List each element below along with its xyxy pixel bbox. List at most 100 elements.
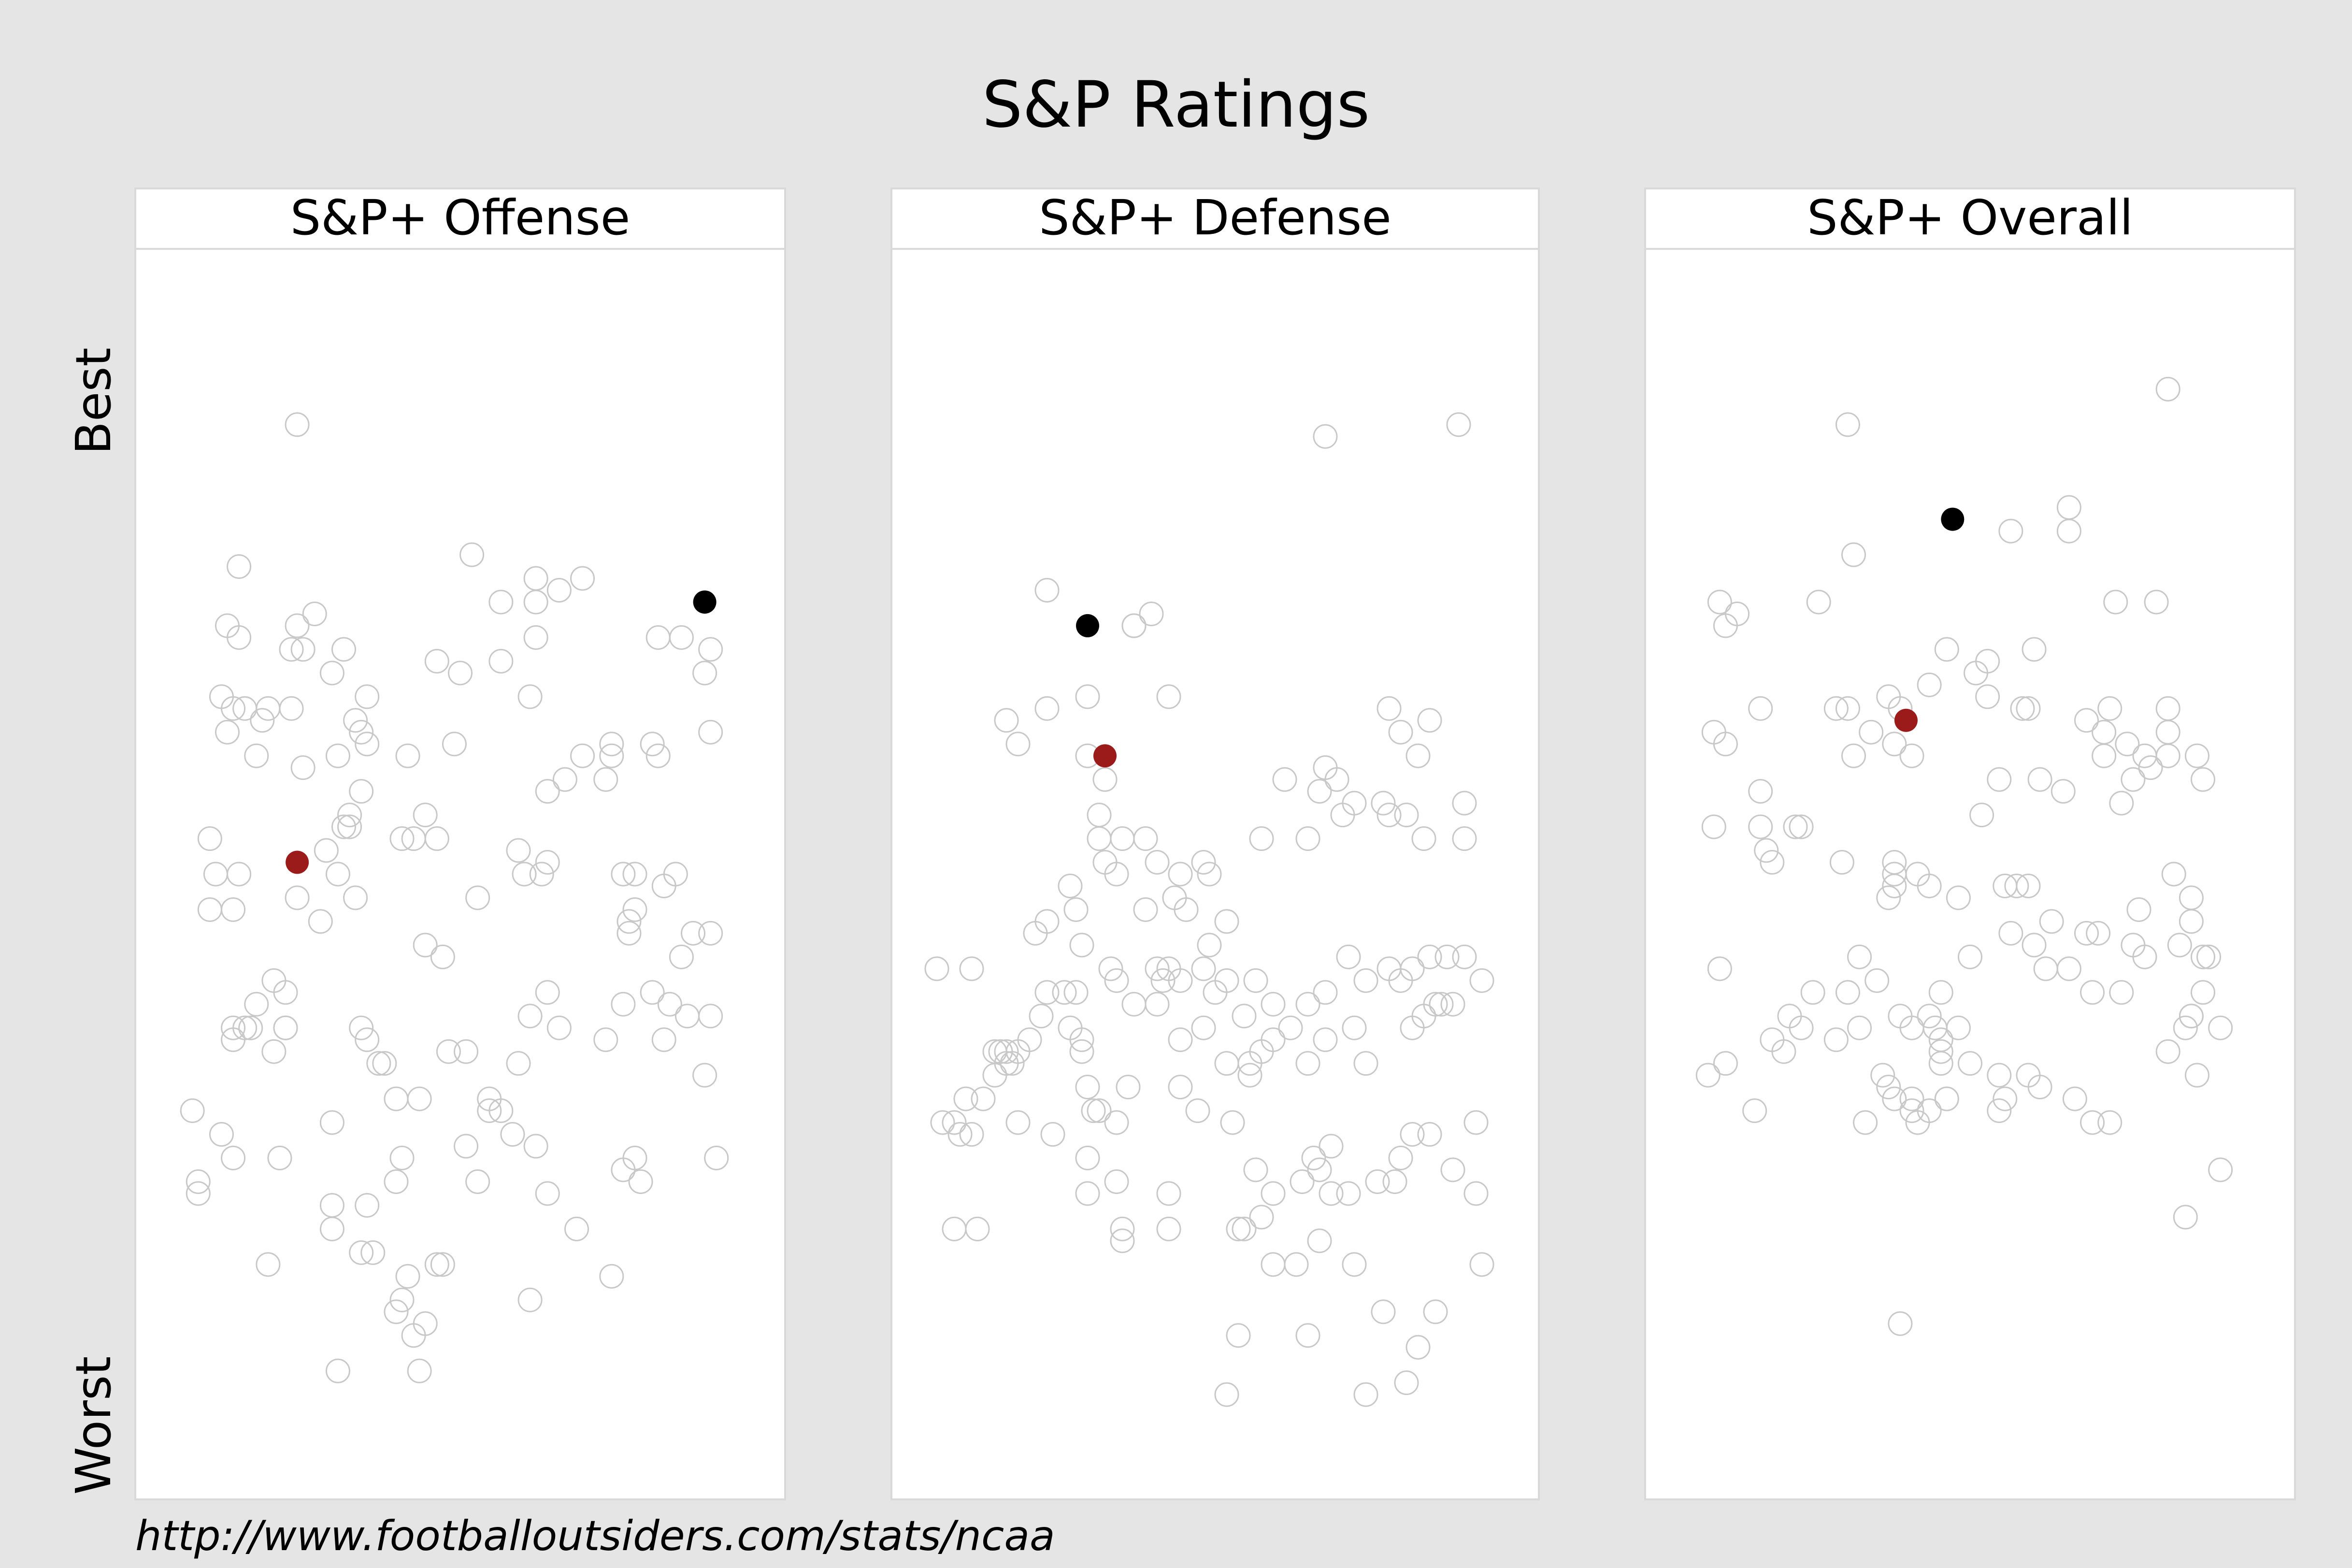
data-point bbox=[1214, 909, 1239, 934]
data-point bbox=[2074, 921, 2099, 946]
data-point bbox=[1841, 743, 1866, 768]
data-point bbox=[698, 637, 723, 662]
data-point bbox=[465, 885, 490, 910]
data-point bbox=[2080, 980, 2105, 1005]
data-point bbox=[261, 968, 287, 993]
data-point bbox=[1695, 1063, 1721, 1088]
data-point bbox=[546, 1015, 572, 1040]
data-point bbox=[1063, 897, 1089, 922]
data-point bbox=[1110, 1216, 1135, 1241]
data-point bbox=[465, 1169, 490, 1194]
data-point bbox=[2022, 933, 2047, 958]
data-point bbox=[1748, 814, 1773, 839]
data-point bbox=[2121, 767, 2146, 792]
data-point bbox=[1034, 696, 1060, 721]
data-point bbox=[965, 1216, 990, 1241]
data-point bbox=[1760, 850, 1785, 875]
data-point bbox=[2109, 791, 2134, 816]
data-point bbox=[2173, 1205, 2198, 1230]
data-point bbox=[1104, 1110, 1129, 1135]
data-point bbox=[1463, 1110, 1489, 1135]
data-point bbox=[2033, 956, 2058, 981]
data-point bbox=[1987, 767, 2012, 792]
data-point bbox=[500, 1122, 525, 1147]
data-point bbox=[2208, 1015, 2233, 1040]
data-point bbox=[593, 767, 618, 792]
data-point bbox=[1301, 1146, 1326, 1171]
data-point bbox=[1104, 862, 1129, 887]
data-point bbox=[1876, 1075, 1901, 1100]
data-point bbox=[250, 708, 275, 733]
data-point bbox=[1272, 767, 1297, 792]
data-point bbox=[1005, 732, 1031, 757]
data-point bbox=[2109, 980, 2134, 1005]
data-point bbox=[325, 862, 350, 887]
data-point bbox=[611, 992, 636, 1017]
data-point bbox=[1899, 1086, 1924, 1111]
data-point bbox=[669, 944, 694, 969]
data-point bbox=[1214, 1051, 1239, 1076]
data-point bbox=[1400, 1122, 1425, 1147]
data-point bbox=[2115, 732, 2140, 757]
data-point bbox=[1463, 1181, 1489, 1206]
data-point bbox=[2155, 376, 2180, 402]
data-point bbox=[2138, 755, 2163, 780]
panel-1: S&P+ Offense bbox=[134, 187, 786, 1500]
data-point bbox=[384, 1299, 409, 1324]
data-point bbox=[244, 992, 269, 1017]
data-point bbox=[197, 826, 222, 851]
data-point bbox=[1168, 1027, 1193, 1052]
data-point bbox=[1313, 424, 1338, 449]
data-point bbox=[1243, 968, 1268, 993]
data-point bbox=[1760, 1027, 1785, 1052]
data-point bbox=[994, 1051, 1019, 1076]
data-point bbox=[1319, 1134, 1344, 1159]
data-point bbox=[349, 1240, 374, 1265]
data-point bbox=[645, 743, 671, 768]
data-point bbox=[1313, 1027, 1338, 1052]
data-point bbox=[611, 862, 636, 887]
data-point bbox=[570, 743, 595, 768]
data-point bbox=[2092, 743, 2117, 768]
panel-background bbox=[134, 187, 786, 1500]
data-point bbox=[488, 590, 514, 615]
data-point bbox=[1342, 1015, 1367, 1040]
data-point bbox=[535, 850, 560, 875]
data-point bbox=[640, 732, 665, 757]
data-point bbox=[355, 1193, 380, 1218]
data-point bbox=[1214, 1382, 1239, 1407]
y-axis-label-worst: Worst bbox=[65, 1356, 122, 1495]
data-point bbox=[1998, 921, 2023, 946]
data-point bbox=[622, 862, 647, 887]
data-point bbox=[186, 1169, 211, 1194]
data-point bbox=[360, 1240, 386, 1265]
data-point bbox=[1005, 1110, 1031, 1135]
data-point bbox=[1806, 590, 1831, 615]
data-point bbox=[1876, 885, 1901, 910]
data-point bbox=[314, 838, 339, 863]
data-point bbox=[1034, 909, 1060, 934]
data-point bbox=[651, 1027, 676, 1052]
data-point bbox=[384, 1169, 409, 1194]
data-point bbox=[1452, 791, 1477, 816]
data-point bbox=[663, 862, 688, 887]
data-point bbox=[2121, 933, 2146, 958]
data-point bbox=[692, 1063, 717, 1088]
data-point bbox=[2167, 933, 2192, 958]
data-point bbox=[1440, 992, 1465, 1017]
data-point bbox=[1823, 1027, 1849, 1052]
data-point bbox=[1261, 1181, 1286, 1206]
data-point bbox=[395, 743, 420, 768]
data-point bbox=[599, 743, 624, 768]
data-point bbox=[1987, 1063, 2012, 1088]
data-point bbox=[1052, 980, 1077, 1005]
data-point bbox=[1226, 1323, 1251, 1348]
data-point bbox=[1859, 719, 1884, 745]
data-point bbox=[2062, 1086, 2087, 1111]
data-point bbox=[1440, 1157, 1465, 1182]
data-point bbox=[2004, 873, 2029, 898]
data-point bbox=[186, 1181, 211, 1206]
data-point bbox=[599, 1264, 624, 1289]
data-point bbox=[1835, 696, 1860, 721]
data-point bbox=[1150, 968, 1176, 993]
